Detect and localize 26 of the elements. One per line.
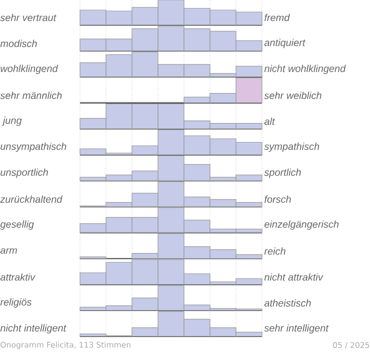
- y-axis-title: religiös: [0, 298, 32, 308]
- y-axis-title: nicht intelligent: [0, 324, 66, 334]
- y2-axis-title: reich: [264, 247, 286, 255]
- y2-axis-title: sympathisch: [264, 142, 320, 152]
- y2-axis-title: sportlich: [264, 168, 301, 178]
- y2-axis-title: antiquiert: [264, 38, 306, 48]
- y2-axis-title: atheistisch: [264, 299, 311, 307]
- y2-axis-title: einzelgängerisch: [264, 220, 339, 230]
- y2-axis-title: nicht attraktiv: [264, 273, 324, 281]
- y-axis-title: modisch: [0, 40, 37, 48]
- y2-axis-title: alt: [264, 118, 276, 125]
- y-axis-title: arm: [0, 248, 17, 254]
- y2-axis-title: sehr weiblich: [264, 92, 322, 99]
- y-axis-title: attraktiv: [0, 273, 36, 281]
- y-axis-title: sehr männlich: [0, 92, 62, 99]
- y-axis-title: jung: [2, 116, 22, 126]
- y2-axis-title: fremd: [264, 14, 290, 22]
- y-axis-title: zurückhaltend: [0, 195, 62, 203]
- y-axis-title: sehr vertraut: [0, 14, 56, 22]
- y-axis-title: unsportlich: [0, 168, 48, 178]
- y-axis-title: gesellig: [0, 220, 34, 230]
- y2-axis-title: nicht wohlklingend: [264, 64, 346, 74]
- y2-axis-title: sehr intelligent: [264, 324, 329, 334]
- y-axis-title: unsympathisch: [0, 142, 66, 152]
- y2-axis-title: forsch: [264, 195, 291, 203]
- y-axis-title: wohlklingend: [0, 64, 58, 74]
